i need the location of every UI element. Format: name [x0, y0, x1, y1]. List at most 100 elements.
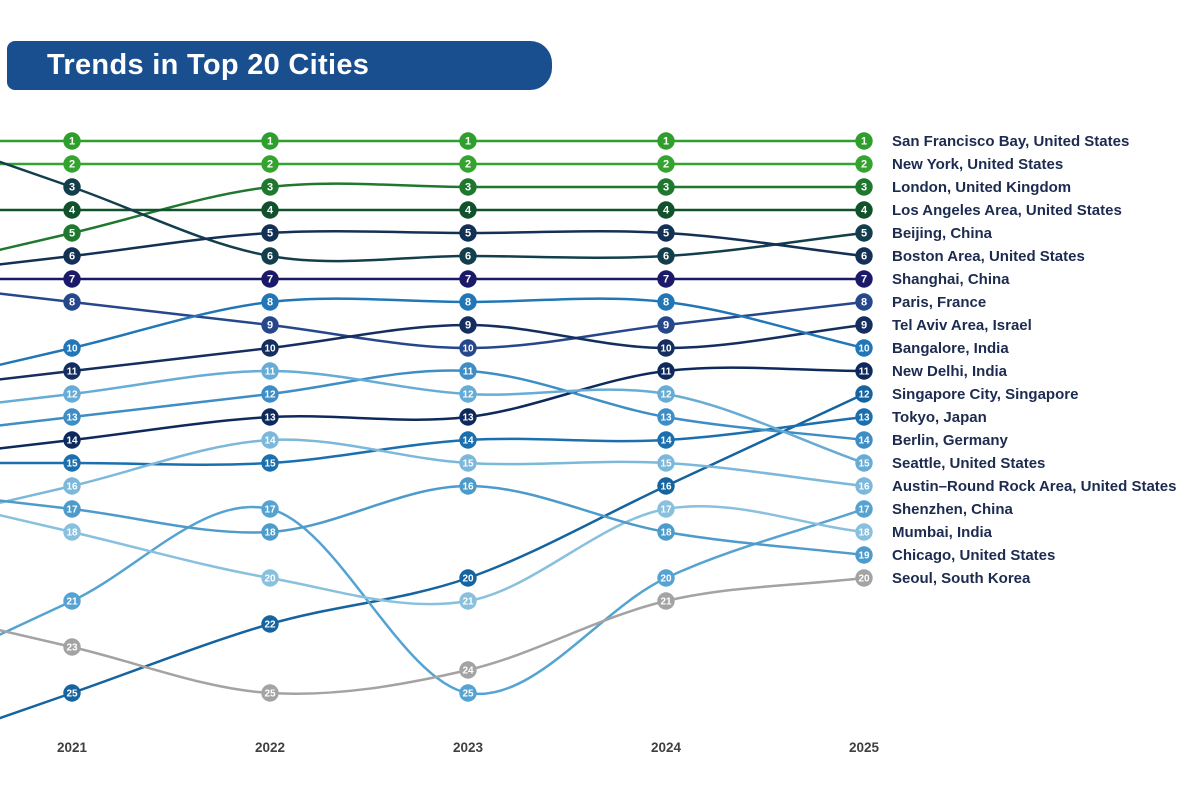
rank-node-number: 8	[267, 297, 273, 309]
rank-line	[0, 505, 865, 696]
city-label: Berlin, Germany	[892, 432, 1009, 449]
rank-node	[459, 132, 477, 150]
page-title: Trends in Top 20 Cities	[47, 49, 370, 81]
rank-node-number: 9	[267, 320, 273, 332]
rank-node	[63, 684, 81, 702]
rank-node	[63, 178, 81, 196]
rank-node-number: 11	[661, 367, 672, 378]
city-label: Bangalore, India	[892, 340, 1009, 357]
rank-node	[261, 684, 279, 702]
rank-node-number: 6	[663, 251, 669, 263]
rank-node	[261, 454, 279, 472]
rank-node	[261, 523, 279, 541]
rank-line	[0, 504, 865, 606]
rank-node	[261, 500, 279, 518]
rank-node-number: 20	[264, 574, 276, 585]
city-label: Paris, France	[892, 294, 986, 311]
rank-node-number: 12	[264, 390, 276, 401]
rank-node-number: 13	[462, 413, 474, 424]
rank-node	[459, 661, 477, 679]
city-label: Tokyo, Japan	[892, 409, 987, 426]
city-label: Seattle, United States	[892, 455, 1045, 472]
rank-node-number: 7	[861, 274, 867, 286]
rank-node-number: 4	[663, 205, 670, 217]
rank-line	[0, 230, 865, 266]
rank-node	[657, 201, 675, 219]
rank-node	[63, 247, 81, 265]
rank-node	[459, 592, 477, 610]
rank-line	[0, 292, 865, 350]
rank-node	[657, 592, 675, 610]
rank-node	[657, 569, 675, 587]
rank-node	[261, 385, 279, 403]
rank-line	[0, 323, 865, 381]
rank-node	[657, 316, 675, 334]
rank-node	[63, 454, 81, 472]
rank-node	[657, 431, 675, 449]
rank-node	[855, 569, 873, 587]
rank-node-number: 7	[663, 274, 669, 286]
rank-node-number: 15	[660, 459, 672, 470]
rank-node-number: 7	[465, 274, 471, 286]
rank-node	[855, 132, 873, 150]
rank-node-number: 15	[66, 459, 78, 470]
rank-node	[855, 201, 873, 219]
rank-node-number: 21	[660, 597, 672, 608]
rank-node	[657, 155, 675, 173]
rank-node-number: 11	[265, 367, 276, 378]
rank-node-number: 15	[858, 459, 870, 470]
rank-node-number: 6	[267, 251, 273, 263]
city-label: Chicago, United States	[892, 547, 1055, 564]
rank-node	[63, 339, 81, 357]
rank-node-number: 5	[861, 228, 867, 240]
rank-node	[459, 385, 477, 403]
rank-node-number: 13	[66, 413, 78, 424]
rank-node	[63, 270, 81, 288]
rank-node	[459, 569, 477, 587]
rank-node-number: 18	[660, 528, 672, 539]
rank-node-number: 15	[264, 459, 276, 470]
rank-node-number: 6	[861, 251, 867, 263]
rank-node-number: 16	[660, 482, 672, 493]
rank-node	[855, 362, 873, 380]
rank-node-number: 15	[462, 459, 474, 470]
city-label: Seoul, South Korea	[892, 570, 1031, 587]
rank-node-number: 3	[663, 182, 669, 194]
year-label: 2021	[57, 740, 88, 755]
rank-node-number: 2	[861, 159, 867, 171]
rank-node	[459, 178, 477, 196]
rank-node	[855, 178, 873, 196]
rank-node	[657, 178, 675, 196]
rank-node	[261, 408, 279, 426]
rank-line	[0, 297, 865, 367]
rank-node-number: 14	[660, 436, 672, 447]
rank-node	[855, 385, 873, 403]
rank-node-number: 8	[663, 297, 669, 309]
rank-node	[261, 247, 279, 265]
rank-node-number: 11	[859, 367, 870, 378]
rank-node-number: 18	[264, 528, 276, 539]
rank-node-number: 13	[264, 413, 276, 424]
rank-node	[855, 546, 873, 564]
rank-node	[855, 431, 873, 449]
city-label: San Francisco Bay, United States	[892, 133, 1129, 150]
rank-node-number: 25	[462, 689, 474, 700]
rank-node-number: 8	[69, 297, 75, 309]
rank-node-number: 17	[858, 505, 870, 516]
rank-node-number: 25	[264, 689, 276, 700]
rank-node	[657, 132, 675, 150]
rank-node-number: 5	[663, 228, 669, 240]
rank-node	[261, 270, 279, 288]
rank-node	[657, 293, 675, 311]
city-label: New York, United States	[892, 156, 1063, 173]
rank-node	[459, 362, 477, 380]
rank-node	[657, 477, 675, 495]
rank-node	[459, 293, 477, 311]
rank-node	[261, 155, 279, 173]
rank-node	[459, 454, 477, 472]
city-label: Shenzhen, China	[892, 501, 1014, 518]
rank-node-number: 25	[66, 689, 78, 700]
rank-node-number: 10	[264, 344, 276, 355]
rank-node-number: 6	[69, 251, 75, 263]
